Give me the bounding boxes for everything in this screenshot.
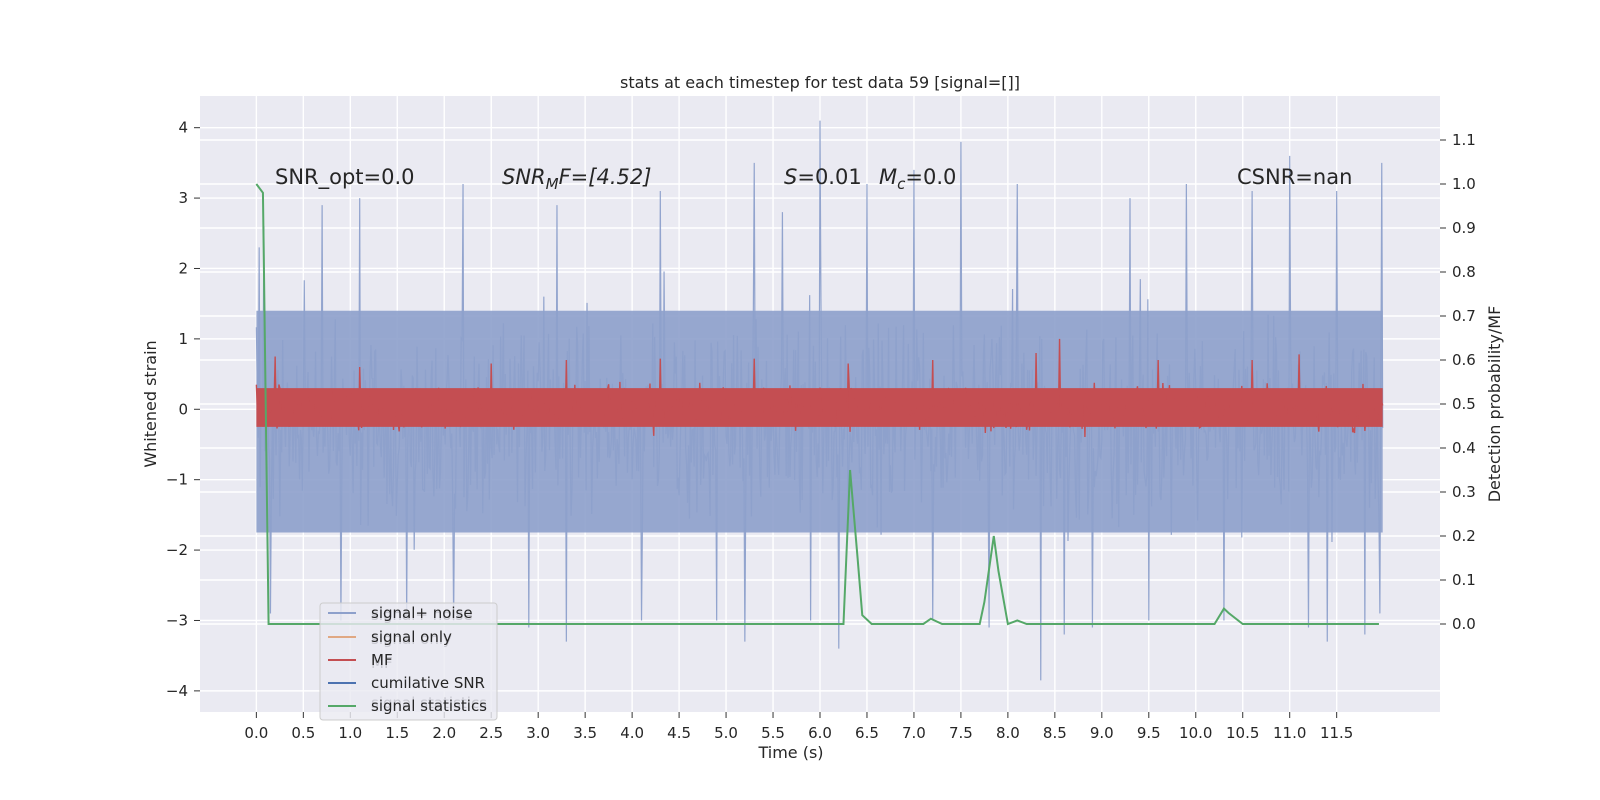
legend-label: cumilative SNR [371, 674, 485, 692]
x-tick-label: 5.0 [714, 724, 738, 742]
y-left-tick-label: −4 [166, 682, 188, 700]
x-tick-label: 6.5 [855, 724, 879, 742]
y-right-tick-label: 0.5 [1452, 395, 1476, 413]
x-tick-label: 10.0 [1179, 724, 1212, 742]
x-axis-label: Time (s) [757, 743, 823, 762]
y-right-tick-label: 0.2 [1452, 527, 1476, 545]
legend-ghost-label: signal statistics [371, 694, 487, 712]
x-tick-label: 7.5 [949, 724, 973, 742]
y-axis-label-left: Whitened strain [141, 340, 160, 467]
y-right-tick-label: 0.0 [1452, 615, 1476, 633]
legend-label: signal only [371, 628, 452, 646]
y-right-tick-label: 0.1 [1452, 571, 1476, 589]
legend-label: signal+ noise [371, 604, 473, 622]
x-tick-label: 10.5 [1226, 724, 1259, 742]
annotation-mc-rest: =0.0 [905, 165, 956, 189]
y-left-tick-label: 2 [178, 259, 188, 277]
y-left-tick-label: 0 [178, 400, 188, 418]
annotation-mc-var: M [879, 165, 897, 189]
annotation-csnr: CSNR=nan [1237, 165, 1352, 189]
legend-ghost-label: MF [371, 654, 393, 672]
x-tick-label: 7.0 [902, 724, 926, 742]
y-right-tick-label: 0.7 [1452, 307, 1476, 325]
x-tick-label: 11.5 [1320, 724, 1353, 742]
legend: signal+ noise signal only MF signal stat… [319, 602, 498, 721]
signal-statistics-line [255, 183, 1379, 626]
legend-label: signal statistics [371, 697, 487, 715]
tick-marks: 0.0 0.5 1.0 1.5 2.0 2.5 3.0 3.5 4.0 4.5 5.0 5.5 6.0 6… [166, 119, 1476, 742]
legend-label: MF [371, 651, 393, 669]
legend-entries: signal+ noise signal only MF cumilative SNR… [328, 604, 487, 715]
y-right-tick-label: 1.0 [1452, 175, 1476, 193]
y-right-tick-label: 0.3 [1452, 483, 1476, 501]
y-right-tick-label: 0.9 [1452, 219, 1476, 237]
annotation-snr-mf: SNRMF=[4.52] [502, 165, 651, 193]
y-right-tick-label: 1.1 [1452, 131, 1476, 149]
y-left-tick-label: 1 [178, 330, 188, 348]
mf-line [255, 338, 1384, 437]
x-tick-label: 8.5 [1043, 724, 1067, 742]
annotation-mc-sub: c [897, 175, 906, 193]
y-left-tick-label: −2 [166, 541, 188, 559]
x-tick-label: 2.5 [479, 724, 503, 742]
x-tick-label: 6.0 [808, 724, 832, 742]
x-tick-label: 11.0 [1273, 724, 1306, 742]
x-tick-label: 4.0 [620, 724, 644, 742]
annotation-snr-mf-main: SNR [502, 165, 546, 189]
annotation-s-var: S [784, 165, 797, 189]
x-tick-label: 9.5 [1137, 724, 1161, 742]
x-tick-label: 1.0 [338, 724, 362, 742]
annotation-snr-mf-rest: F=[4.52] [559, 165, 652, 189]
x-tick-label: 0.5 [291, 724, 315, 742]
y-left-tick-label: −1 [166, 471, 188, 489]
y-axis-label-right: Detection probability/MF [1485, 306, 1504, 503]
y-left-tick-label: −3 [166, 611, 188, 629]
mf-series [255, 338, 1384, 437]
annotation-snr-mf-sub: M [546, 175, 559, 193]
annotation-snr-opt: SNR_opt=0.0 [275, 165, 415, 190]
legend-ghost-label: signal+ noise [371, 606, 473, 624]
annotation-mc: Mc=0.0 [879, 165, 956, 193]
x-tick-label: 5.5 [761, 724, 785, 742]
x-tick-label: 9.0 [1090, 724, 1114, 742]
legend-ghost-label: signal only [371, 630, 452, 648]
y-right-tick-label: 0.4 [1452, 439, 1476, 457]
y-left-tick-label: 3 [178, 189, 188, 207]
x-tick-label: 0.0 [244, 724, 268, 742]
y-right-tick-label: 0.6 [1452, 351, 1476, 369]
y-left-tick-label: 4 [178, 119, 188, 137]
x-tick-label: 3.5 [573, 724, 597, 742]
signal-statistics-series [255, 183, 1379, 626]
annotation-s: S=0.01 [784, 165, 862, 189]
legend-frame [319, 602, 498, 721]
x-tick-label: 2.0 [432, 724, 456, 742]
y-right-tick-label: 0.8 [1452, 263, 1476, 281]
x-tick-label: 1.5 [385, 724, 409, 742]
annotation-s-rest: =0.01 [797, 165, 861, 189]
chart-title: stats at each timestep for test data 59 … [620, 73, 1020, 92]
x-tick-label: 4.5 [667, 724, 691, 742]
x-tick-label: 8.0 [996, 724, 1020, 742]
x-tick-label: 3.0 [526, 724, 550, 742]
